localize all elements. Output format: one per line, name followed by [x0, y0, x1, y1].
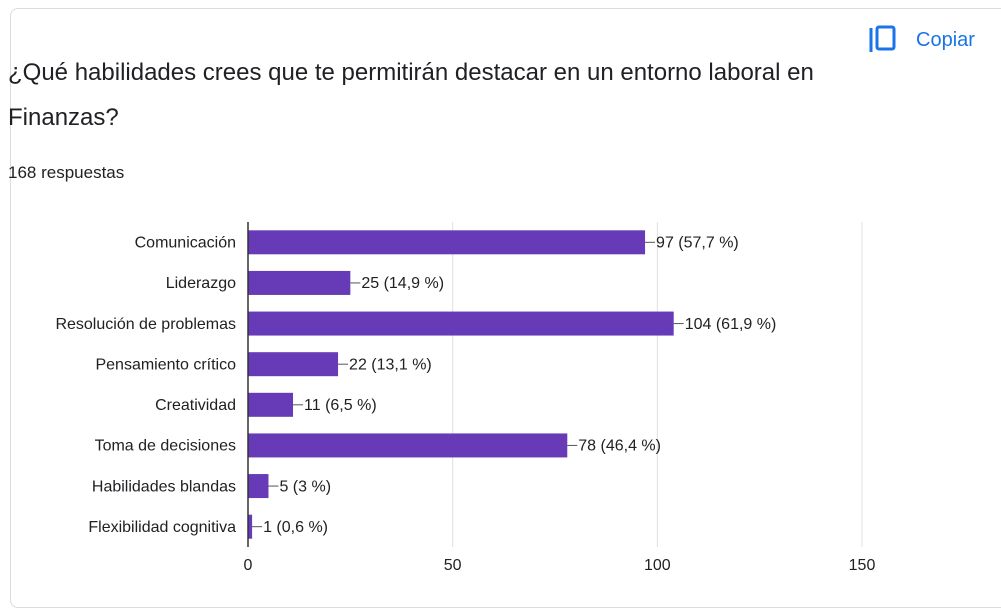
data-label: 25 (14,9 %) [361, 275, 444, 292]
x-tick-label: 50 [444, 557, 462, 574]
data-label: 97 (57,7 %) [656, 235, 739, 252]
bar [248, 352, 339, 377]
copy-label[interactable]: Copiar [916, 28, 975, 51]
y-tick-label: Creatividad [155, 397, 236, 414]
data-label: 22 (13,1 %) [349, 356, 432, 373]
data-label: 78 (46,4 %) [578, 438, 661, 455]
x-tick-label: 100 [644, 557, 671, 574]
x-tick-label: 0 [244, 557, 253, 574]
data-label: 5 (3 %) [279, 478, 331, 495]
bar [248, 270, 351, 295]
bar [248, 311, 674, 336]
page: {"copy_button": {"label": "Copiar"}, "ch… [8, 8, 1001, 608]
response-count: 168 respuestas [8, 163, 125, 182]
question-title: ¿Qué habilidades crees que te permitirán… [8, 59, 814, 131]
bar [248, 392, 294, 417]
y-tick-label: Pensamiento crítico [95, 356, 236, 373]
y-tick-label: Flexibilidad cognitiva [88, 519, 236, 536]
bar [248, 474, 269, 499]
bar [248, 230, 646, 255]
copy-icon [869, 25, 896, 52]
data-label: 104 (61,9 %) [685, 316, 777, 333]
y-tick-label: Resolución de problemas [55, 316, 236, 333]
y-tick-label: Comunicación [135, 235, 236, 252]
y-tick-label: Toma de decisiones [95, 438, 236, 455]
copy-button[interactable]: Copiar [868, 24, 975, 56]
x-tick-label: 150 [849, 557, 876, 574]
bar [248, 514, 253, 539]
chart: 0 50 100 150 Comunicación 97 (57,7 %) Liderazg… [55, 222, 876, 574]
bar [248, 433, 568, 458]
data-label: 1 (0,6 %) [263, 519, 328, 536]
data-label: 11 (6,5 %) [304, 397, 377, 414]
y-tick-label: Liderazgo [166, 275, 236, 292]
y-tick-label: Habilidades blandas [92, 478, 236, 495]
